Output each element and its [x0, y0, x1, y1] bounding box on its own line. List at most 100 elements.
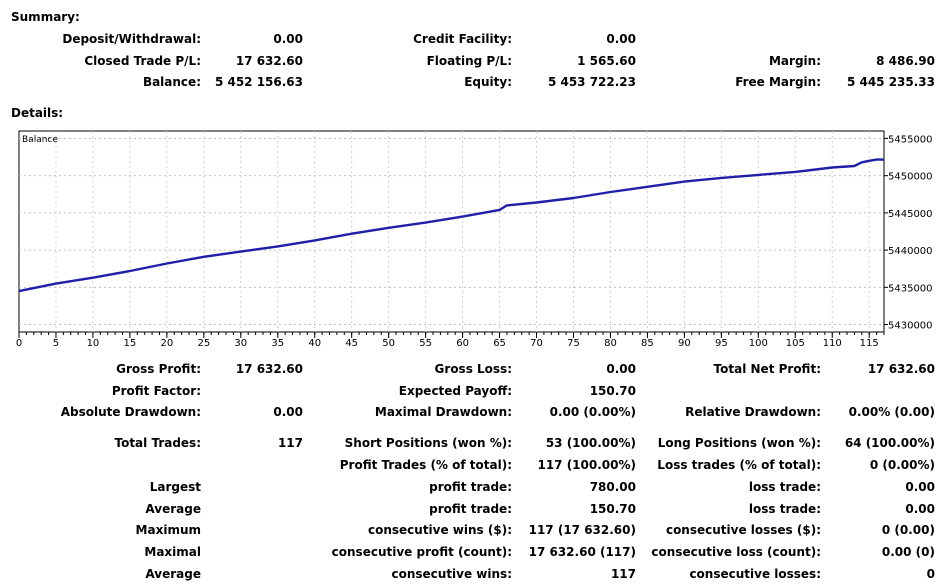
- summary-value: 1 565.60: [577, 54, 636, 68]
- x-tick-label: 20: [160, 338, 173, 349]
- y-tick-label: 5430000: [888, 321, 933, 332]
- summary-label: Free Margin:: [735, 75, 821, 89]
- details-label: Relative Drawdown:: [685, 405, 821, 419]
- details-label: Average: [145, 502, 201, 516]
- y-tick-label: 5435000: [888, 283, 933, 294]
- details-value: 0 (0.00%): [869, 458, 935, 472]
- summary-label: Credit Facility:: [413, 32, 512, 46]
- x-tick-label: 5: [53, 338, 59, 349]
- x-tick-label: 40: [308, 338, 321, 349]
- details-value: 64 (100.00%): [844, 436, 935, 450]
- x-tick-label: 35: [271, 338, 284, 349]
- x-tick-label: 80: [604, 338, 617, 349]
- details-label: loss trade:: [748, 480, 821, 494]
- details-value: 117 (17 632.60): [528, 523, 636, 537]
- summary-value: 8 486.90: [876, 54, 935, 68]
- x-tick-label: 25: [197, 338, 210, 349]
- y-tick-label: 5450000: [888, 172, 933, 183]
- details-heading: Details:: [11, 106, 64, 120]
- x-tick-label: 115: [860, 338, 879, 349]
- details-label: Total Trades:: [114, 436, 201, 450]
- details-label: Long Positions (won %):: [657, 436, 821, 450]
- details-label: consecutive losses ($):: [665, 523, 821, 537]
- summary-value: 0.00: [606, 32, 636, 46]
- x-tick-label: 85: [641, 338, 654, 349]
- details-label: consecutive wins ($):: [367, 523, 512, 537]
- details-label: Gross Profit:: [116, 362, 201, 376]
- summary-value: 0.00: [273, 32, 303, 46]
- details-label: consecutive wins:: [391, 567, 512, 581]
- summary-value: 5 445 235.33: [846, 75, 935, 89]
- details-value: 17 632.60: [867, 362, 935, 376]
- details-label: Absolute Drawdown:: [60, 405, 201, 419]
- details-value: 0: [926, 567, 935, 581]
- x-tick-label: 55: [419, 338, 432, 349]
- details-label: Average: [145, 567, 201, 581]
- x-tick-label: 10: [87, 338, 100, 349]
- x-tick-label: 75: [567, 338, 580, 349]
- summary-label: Closed Trade P/L:: [84, 54, 201, 68]
- details-value: 150.70: [589, 384, 636, 398]
- x-tick-label: 15: [124, 338, 137, 349]
- details-label: Maximum: [135, 523, 201, 537]
- x-tick-label: 65: [493, 338, 506, 349]
- details-value: 150.70: [589, 502, 636, 516]
- chart-label: Balance: [22, 135, 58, 145]
- details-value: 0 (0.00): [881, 523, 935, 537]
- x-tick-label: 95: [715, 338, 728, 349]
- x-tick-label: 0: [16, 338, 22, 349]
- x-tick-label: 100: [749, 338, 768, 349]
- summary-label: Deposit/Withdrawal:: [62, 32, 201, 46]
- details-label: consecutive losses:: [689, 567, 821, 581]
- details-label: loss trade:: [748, 502, 821, 516]
- details-value: 0.00% (0.00): [848, 405, 935, 419]
- summary-value: 17 632.60: [235, 54, 303, 68]
- details-value: 17 632.60: [235, 362, 303, 376]
- details-label: Largest: [149, 480, 201, 494]
- y-tick-label: 5445000: [888, 209, 933, 220]
- details-label: Profit Trades (% of total):: [339, 458, 512, 472]
- details-label: Short Positions (won %):: [344, 436, 512, 450]
- details-label: Maximal: [144, 545, 201, 559]
- details-value: 0.00: [905, 502, 935, 516]
- summary-heading: Summary:: [11, 10, 80, 24]
- details-value: 117: [277, 436, 303, 450]
- details-label: profit trade:: [429, 480, 512, 494]
- details-value: 780.00: [589, 480, 636, 494]
- summary-label: Equity:: [464, 75, 512, 89]
- x-tick-label: 105: [786, 338, 805, 349]
- details-value: 0.00: [905, 480, 935, 494]
- details-label: profit trade:: [429, 502, 512, 516]
- x-tick-label: 30: [234, 338, 247, 349]
- details-value: 0.00 (0.00%): [549, 405, 636, 419]
- x-tick-label: 110: [823, 338, 842, 349]
- balance-chart: 5430000 5435000 5440000 5445000 5450000 54550…: [16, 130, 933, 349]
- x-tick-label: 70: [530, 338, 543, 349]
- details-label: Maximal Drawdown:: [374, 405, 512, 419]
- details-value: 0.00 (0): [881, 545, 935, 559]
- y-tick-label: 5440000: [888, 246, 933, 257]
- details-value: 53 (100.00%): [545, 436, 636, 450]
- details-label: Total Net Profit:: [713, 362, 821, 376]
- details-value: 117: [610, 567, 636, 581]
- details-value: 0.00: [273, 405, 303, 419]
- details-label: Loss trades (% of total):: [657, 458, 821, 472]
- y-tick-label: 5455000: [888, 134, 933, 145]
- x-tick-label: 90: [678, 338, 691, 349]
- balance-line: [18, 158, 884, 293]
- summary-label: Floating P/L:: [426, 54, 512, 68]
- details-label: consecutive loss (count):: [651, 545, 821, 559]
- details-label: Expected Payoff:: [398, 384, 512, 398]
- details-value: 0.00: [606, 362, 636, 376]
- x-tick-label: 60: [456, 338, 469, 349]
- details-label: Gross Loss:: [434, 362, 512, 376]
- details-label: consecutive profit (count):: [331, 545, 512, 559]
- details-value: 117 (100.00%): [537, 458, 636, 472]
- plot-area: [18, 130, 885, 333]
- summary-value: 5 452 156.63: [214, 75, 303, 89]
- summary-label: Balance:: [142, 75, 201, 89]
- details-value: 17 632.60 (117): [528, 545, 636, 559]
- x-tick-label: 50: [382, 338, 395, 349]
- summary-value: 5 453 722.23: [547, 75, 636, 89]
- details-label: Profit Factor:: [111, 384, 201, 398]
